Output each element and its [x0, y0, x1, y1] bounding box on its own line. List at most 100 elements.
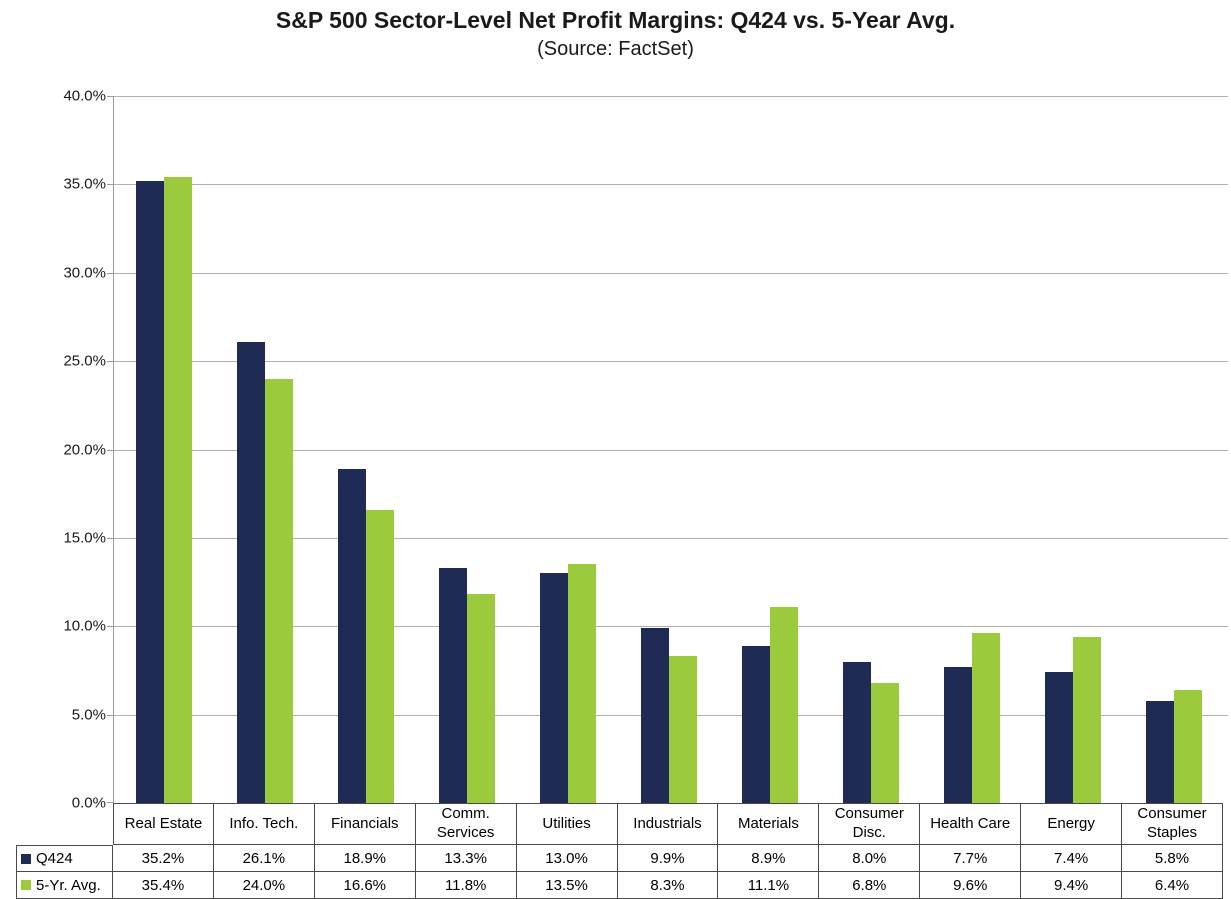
category-band-real-estate	[114, 96, 215, 803]
category-band-materials	[719, 96, 820, 803]
category-band-consumer-disc	[820, 96, 921, 803]
table-header-cell: Info. Tech.	[213, 803, 315, 845]
value-cell: 26.1%	[213, 845, 315, 872]
value-cell: 11.1%	[718, 872, 820, 899]
category-band-energy	[1022, 96, 1123, 803]
y-axis-tick-mark	[107, 272, 113, 274]
value-cell: 6.4%	[1122, 872, 1223, 899]
value-cell: 18.9%	[314, 845, 416, 872]
table-header-cell: Financials	[314, 803, 416, 845]
table-corner-cell	[16, 803, 113, 845]
bar-5-yr-avg	[164, 177, 193, 803]
y-axis-tick-label: 10.0%	[63, 617, 106, 635]
legend-label: 5-Yr. Avg.	[36, 876, 101, 894]
legend-cell: 5-Yr. Avg.	[16, 872, 113, 899]
category-band-consumer-staples	[1123, 96, 1224, 803]
value-cell: 8.9%	[718, 845, 820, 872]
chart-header: S&P 500 Sector-Level Net Profit Margins:…	[0, 6, 1231, 62]
bar-5-yr-avg	[568, 564, 597, 803]
bar-5-yr-avg	[668, 656, 697, 803]
bar-q424	[640, 628, 669, 803]
gridline	[114, 537, 1228, 539]
y-axis-tick-label: 35.0%	[63, 175, 106, 193]
category-band-utilities	[518, 96, 619, 803]
table-header-cell: Health Care	[920, 803, 1022, 845]
table-header-cell: Energy	[1021, 803, 1123, 845]
table-header-cell: Consumer Staples	[1122, 803, 1223, 845]
y-axis-tick-mark	[107, 537, 113, 539]
y-axis-tick-mark	[107, 449, 113, 451]
bar-5-yr-avg	[769, 606, 798, 803]
y-axis-tick-label: 20.0%	[63, 441, 106, 458]
bar-q424	[842, 661, 871, 803]
y-axis-tick-mark	[107, 361, 113, 363]
value-cell: 8.3%	[617, 872, 719, 899]
y-axis-tick-mark	[107, 184, 113, 186]
gridline	[114, 626, 1228, 628]
value-cell: 6.8%	[819, 872, 921, 899]
chart-title: S&P 500 Sector-Level Net Profit Margins:…	[275, 7, 956, 33]
bar-5-yr-avg	[1072, 636, 1101, 803]
bar-5-yr-avg	[1173, 689, 1202, 803]
bar-q424	[741, 645, 770, 803]
legend-swatch-q424	[21, 853, 31, 864]
bar-q424	[540, 573, 569, 803]
value-cell: 13.0%	[516, 845, 618, 872]
bar-5-yr-avg	[265, 378, 294, 803]
plot-area	[107, 96, 1228, 803]
value-cell: 24.0%	[213, 872, 315, 899]
value-cell: 35.2%	[113, 845, 214, 872]
category-band-info-tech	[215, 96, 316, 803]
y-axis-tick-mark	[107, 96, 113, 97]
bar-q424	[136, 180, 165, 803]
bar-5-yr-avg	[366, 509, 395, 803]
bar-q424	[1145, 700, 1174, 803]
y-axis-tick-mark	[107, 802, 113, 803]
gridline	[114, 361, 1228, 363]
bar-5-yr-avg	[870, 682, 899, 803]
value-cell: 35.4%	[113, 872, 214, 899]
chart-subtitle: (Source: FactSet)	[537, 38, 694, 60]
y-axis-tick-label: 0.0%	[71, 794, 106, 812]
data-table: Real Estate Info. Tech. Financials Comm. Se…	[16, 803, 1223, 899]
y-axis-tick-label: 30.0%	[63, 264, 106, 282]
table-header-cell: Materials	[718, 803, 820, 845]
gridline	[114, 272, 1228, 274]
table-header-cell: Utilities	[516, 803, 618, 845]
y-axis-tick-mark	[107, 714, 113, 716]
bar-q424	[338, 468, 367, 803]
y-axis-tick-label: 15.0%	[63, 529, 106, 547]
legend-swatch-5-yr-avg	[21, 880, 31, 890]
y-axis-tick-mark	[107, 626, 113, 628]
table-header-cell: Comm. Services	[415, 803, 517, 845]
bar-q424	[237, 341, 266, 803]
table-header-cell: Real Estate	[113, 803, 214, 845]
gridline	[114, 184, 1228, 186]
value-cell: 8.0%	[819, 845, 921, 872]
value-cell: 11.8%	[415, 872, 517, 899]
category-band-financials	[316, 96, 417, 803]
gridline	[114, 96, 1228, 97]
legend-cell: Q424	[16, 845, 113, 872]
value-cell: 16.6%	[314, 872, 416, 899]
value-cell: 9.6%	[920, 872, 1022, 899]
table-header-cell: Consumer Disc.	[819, 803, 921, 845]
category-band-comm-services	[417, 96, 518, 803]
category-band-health-care	[921, 96, 1022, 803]
y-axis-tick-label: 25.0%	[63, 352, 106, 370]
y-axis: 0.0% 5.0% 10.0% 15.0% 20.0% 25.0% 30.0% 35.0% 40…	[0, 88, 106, 812]
category-band-industrials	[619, 96, 720, 803]
bar-5-yr-avg	[971, 633, 1000, 803]
bar-q424	[439, 567, 468, 803]
value-cell: 13.3%	[415, 845, 517, 872]
gridline	[114, 449, 1228, 451]
value-cell: 7.4%	[1021, 845, 1123, 872]
value-cell: 7.7%	[920, 845, 1022, 872]
value-cell: 5.8%	[1122, 845, 1223, 872]
value-cell: 9.9%	[617, 845, 719, 872]
value-cell: 9.4%	[1021, 872, 1123, 899]
value-cell: 13.5%	[516, 872, 618, 899]
y-axis-tick-label: 40.0%	[63, 87, 106, 105]
legend-label: Q424	[36, 850, 73, 867]
